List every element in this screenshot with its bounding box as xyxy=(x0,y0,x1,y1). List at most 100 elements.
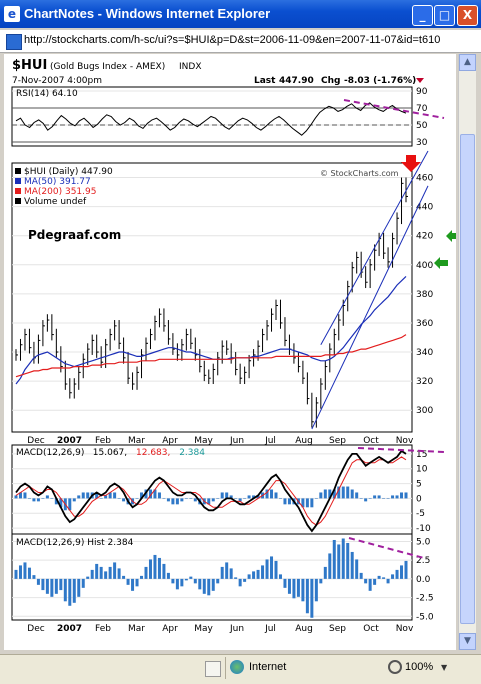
macd-hist-bar xyxy=(122,498,126,502)
status-bar: Internet 100% ▼ xyxy=(0,654,481,684)
annotation-site: Pdegraaf.com xyxy=(28,228,121,242)
hist-bar xyxy=(395,569,399,579)
hist-bar xyxy=(68,578,72,606)
hist-bar xyxy=(287,578,291,594)
window-title-bar: e ChartNotes - Windows Internet Explorer… xyxy=(0,0,481,28)
hist-bar xyxy=(153,554,157,579)
hist-bar xyxy=(189,576,193,579)
hist-bar xyxy=(54,578,58,594)
macd-hist-bar xyxy=(301,498,305,508)
hist-y-tick: 0.0 xyxy=(416,575,431,585)
hist-bar xyxy=(386,578,390,584)
scroll-thumb[interactable] xyxy=(460,134,475,624)
hist-bar xyxy=(175,578,179,590)
hist-bar xyxy=(45,578,49,594)
macd-hist-bar xyxy=(184,498,188,499)
rsi-y-tick: 70 xyxy=(416,104,428,114)
x-tick-label: Jul xyxy=(264,624,276,634)
channel-trendline xyxy=(320,150,429,345)
address-bar[interactable]: http://stockcharts.com/h-sc/ui?s=$HUI&p=… xyxy=(0,30,481,53)
hist-bar xyxy=(162,563,166,579)
hist-bar xyxy=(337,544,341,579)
vertical-scrollbar[interactable]: ▲ ▼ xyxy=(458,54,476,650)
macd-hist-bar xyxy=(86,492,90,499)
hist-bar xyxy=(148,559,152,579)
hist-bar xyxy=(211,578,215,591)
zoom-dropdown-icon[interactable]: ▼ xyxy=(441,663,448,672)
hist-bar xyxy=(319,578,323,584)
macd-hist-bar xyxy=(41,498,45,499)
macd-hist-bar xyxy=(220,492,224,499)
hist-bar xyxy=(27,567,31,579)
rsi-y-tick: 50 xyxy=(416,121,428,131)
hist-bar xyxy=(108,566,112,579)
hist-bar xyxy=(373,578,377,585)
x-tick-label: Feb xyxy=(95,436,111,446)
maximize-button[interactable]: □ xyxy=(434,5,455,26)
legend-label: Volume undef xyxy=(24,197,87,207)
x-tick-label: Aug xyxy=(295,624,313,634)
x-tick-label: Jun xyxy=(229,624,244,634)
minimize-button[interactable]: _ xyxy=(412,5,433,26)
header-chg-value: -8.03 (-1.76%) xyxy=(344,76,416,86)
macd-frame xyxy=(11,444,413,535)
macd-line xyxy=(15,449,407,533)
hist-bar xyxy=(404,560,408,579)
hist-bar xyxy=(400,565,404,579)
x-tick-label: Mar xyxy=(128,624,145,634)
x-tick-label: Oct xyxy=(363,624,379,634)
macd-hist-bar xyxy=(225,492,229,499)
x-tick-label: Jun xyxy=(229,436,244,446)
macd-hist-bar xyxy=(108,492,112,499)
hist-bar xyxy=(32,575,36,579)
price-y-tick: 320 xyxy=(416,377,433,387)
hist-bar xyxy=(63,578,67,602)
zoom-icon[interactable] xyxy=(388,660,402,674)
ma200-line xyxy=(15,334,407,378)
scroll-up-button[interactable]: ▲ xyxy=(459,54,476,71)
price-y-tick: 440 xyxy=(416,203,433,213)
macd-hist-bar xyxy=(162,498,166,499)
x-tick-label: Sep xyxy=(329,436,346,446)
macd-hist-bar xyxy=(50,498,54,499)
macd-hist-bar xyxy=(77,495,81,499)
x-tick-label: Dec xyxy=(27,436,44,446)
macd-hist-bar xyxy=(166,498,170,502)
x-tick-label: 2007 xyxy=(57,436,82,446)
scroll-down-button[interactable]: ▼ xyxy=(459,633,476,650)
macd-hist-bar xyxy=(400,492,404,499)
macd-hist-bar xyxy=(113,492,117,499)
hist-bar xyxy=(95,563,99,579)
legend-label: $HUI (Daily) 447.90 xyxy=(24,167,113,177)
close-button[interactable]: X xyxy=(457,5,478,26)
macd-panel: 15 10 5 0 -5 -10 MACD(12,26,9) 15.067, 12.683, 2.… xyxy=(11,444,431,535)
macd-hist-bar xyxy=(247,495,251,499)
hist-y-tick: -5.0 xyxy=(416,612,434,622)
macd-hist-bar xyxy=(395,495,399,499)
macd-hist-bar xyxy=(32,498,36,502)
macd-hist-bar xyxy=(328,489,332,499)
macd-hist-bar xyxy=(256,495,260,499)
macd-hist-panel: 5.0 2.5 0.0 -2.5 -5.0 MACD(12,26,9) Hist 2.38… xyxy=(11,533,434,634)
x-tick-label: Jul xyxy=(264,436,276,446)
legend-swatch xyxy=(15,168,21,174)
hist-bar xyxy=(234,577,238,579)
macd-hist-bar xyxy=(337,486,341,499)
macd-hist-bar xyxy=(157,492,161,499)
macd-hist-bar xyxy=(81,492,85,499)
header-chg-label: Chg xyxy=(321,76,340,86)
header-last-value: 447.90 xyxy=(279,76,314,86)
address-url[interactable]: http://stockcharts.com/h-sc/ui?s=$HUI&p=… xyxy=(24,34,441,46)
window-title: ChartNotes - Windows Internet Explorer xyxy=(24,6,271,21)
zoom-level[interactable]: 100% xyxy=(405,661,434,673)
rsi-divergence-line xyxy=(343,99,445,119)
price-y-tick: 340 xyxy=(416,348,433,358)
price-y-tick: 300 xyxy=(416,406,433,416)
zone-settings-icon[interactable] xyxy=(205,661,221,677)
macd-hist-bar xyxy=(45,495,49,499)
app-icon: e xyxy=(4,6,20,22)
macd-y-tick: 15 xyxy=(416,450,427,460)
hist-bar xyxy=(341,538,345,579)
legend-swatch xyxy=(15,198,21,204)
hist-bar xyxy=(350,551,354,579)
